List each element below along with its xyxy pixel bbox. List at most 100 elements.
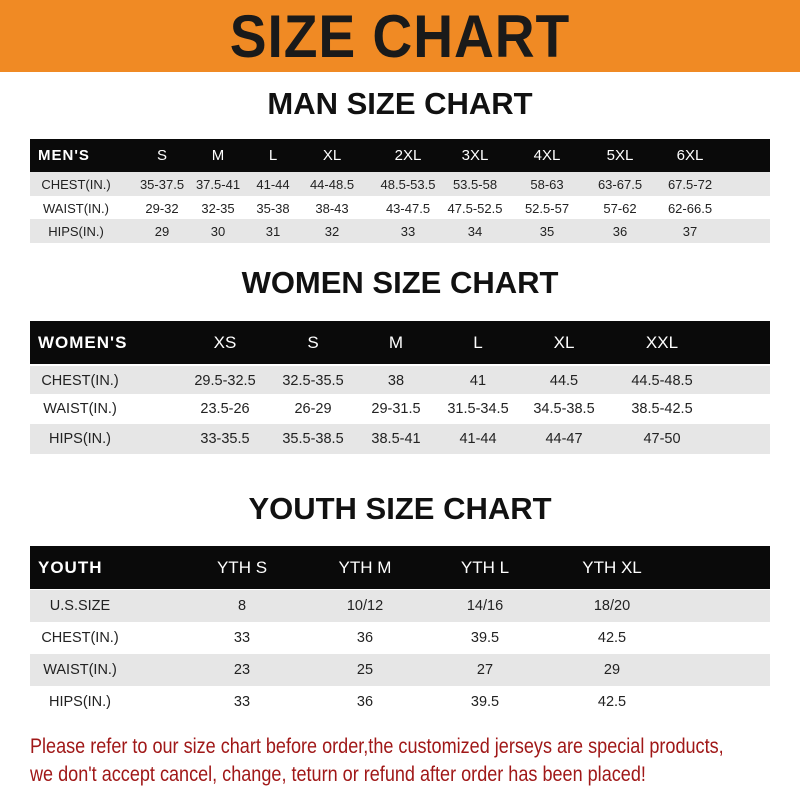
youth-size-header: YTH L bbox=[460, 557, 510, 577]
measurement-cell: 34 bbox=[467, 223, 483, 239]
table-row: CHEST(IN.) 29.5-32.5 32.5-35.5 38 41 44.5 44.5… bbox=[30, 366, 770, 396]
row-label: HIPS(IN.) bbox=[48, 431, 112, 447]
measurement-cell: 44-48.5 bbox=[309, 176, 355, 192]
youth-size-header: YTH XL bbox=[582, 557, 642, 577]
measurement-cell: 29-31.5 bbox=[371, 401, 421, 417]
measurement-cell: 33-35.5 bbox=[200, 431, 250, 447]
measurement-cell: 43-47.5 bbox=[385, 200, 431, 216]
men-size-header: L bbox=[268, 147, 278, 164]
measurement-cell: 67.5-72 bbox=[667, 176, 713, 192]
youth-header-label: YOUTH bbox=[38, 557, 103, 577]
table-row: CHEST(IN.) 35-37.5 37.5-41 41-44 44-48.5 48.5… bbox=[30, 172, 770, 196]
men-size-header: 4XL bbox=[533, 147, 561, 164]
measurement-cell: 58-63 bbox=[530, 176, 564, 192]
measurement-cell: 26-29 bbox=[294, 401, 332, 417]
measurement-cell: 35-38 bbox=[256, 200, 290, 216]
measurement-cell: 44-47 bbox=[545, 431, 583, 447]
measurement-cell: 62-66.5 bbox=[667, 200, 713, 216]
measurement-cell: 53.5-58 bbox=[452, 176, 498, 192]
measurement-cell: 31 bbox=[265, 223, 281, 239]
youth-size-header: YTH S bbox=[216, 557, 268, 577]
measurement-cell: 41-44 bbox=[459, 431, 497, 447]
measurement-cell: 41-44 bbox=[256, 176, 290, 192]
measurement-cell: 38 bbox=[387, 373, 405, 389]
measurement-cell: 32-35 bbox=[201, 200, 235, 216]
women-size-header: L bbox=[473, 332, 483, 352]
measurement-cell: 35.5-38.5 bbox=[282, 431, 344, 447]
measurement-cell: 52.5-57 bbox=[524, 200, 570, 216]
measurement-cell: 34.5-38.5 bbox=[533, 401, 595, 417]
row-label: CHEST(IN.) bbox=[41, 630, 119, 646]
measurement-cell: 63-67.5 bbox=[597, 176, 643, 192]
measurement-cell: 37 bbox=[682, 223, 698, 239]
table-row: CHEST(IN.) 33 36 39.5 42.5 bbox=[30, 622, 770, 654]
measurement-cell: 29 bbox=[154, 223, 170, 239]
table-row: WAIST(IN.) 23 25 27 29 bbox=[30, 654, 770, 686]
row-label: HIPS(IN.) bbox=[48, 223, 104, 239]
measurement-cell: 57-62 bbox=[603, 200, 637, 216]
measurement-cell: 23.5-26 bbox=[200, 401, 250, 417]
men-header-label: MEN'S bbox=[38, 147, 90, 164]
measurement-cell: 39.5 bbox=[470, 630, 500, 646]
measurement-cell: 38.5-42.5 bbox=[631, 401, 693, 417]
measurement-cell: 31.5-34.5 bbox=[447, 401, 509, 417]
women-header-label: WOMEN'S bbox=[38, 332, 128, 352]
row-label: WAIST(IN.) bbox=[43, 662, 117, 678]
measurement-cell: 14/16 bbox=[466, 598, 504, 614]
men-section-title: MAN SIZE CHART bbox=[267, 86, 533, 121]
measurement-cell: 10/12 bbox=[346, 598, 384, 614]
women-size-header: XS bbox=[213, 332, 237, 352]
women-size-header: M bbox=[388, 332, 404, 352]
measurement-cell: 36 bbox=[612, 223, 628, 239]
measurement-cell: 23 bbox=[233, 662, 251, 678]
table-row: HIPS(IN.) 33 36 39.5 42.5 bbox=[30, 686, 770, 718]
measurement-cell: 39.5 bbox=[470, 694, 500, 710]
measurement-cell: 8 bbox=[237, 598, 247, 614]
men-size-header: M bbox=[211, 147, 225, 164]
measurement-cell: 30 bbox=[210, 223, 226, 239]
measurement-cell: 33 bbox=[233, 694, 251, 710]
measurement-cell: 36 bbox=[356, 630, 374, 646]
women-size-header: XL bbox=[553, 332, 575, 352]
banner-title: SIZE CHART bbox=[229, 3, 571, 70]
men-size-header: XL bbox=[322, 147, 342, 164]
row-label: WAIST(IN.) bbox=[43, 200, 109, 216]
youth-header-row: YOUTH YTH S YTH M YTH L YTH XL bbox=[30, 546, 770, 589]
youth-size-header: YTH M bbox=[338, 557, 392, 577]
measurement-cell: 29-32 bbox=[145, 200, 179, 216]
table-row: HIPS(IN.) 29 30 31 32 33 34 35 36 37 bbox=[30, 219, 770, 243]
men-size-header: 2XL bbox=[394, 147, 422, 164]
measurement-cell: 47-50 bbox=[643, 431, 681, 447]
measurement-cell: 27 bbox=[476, 662, 494, 678]
footer-notice-line-2: we don't accept cancel, change, teturn o… bbox=[30, 763, 646, 786]
measurement-cell: 33 bbox=[233, 630, 251, 646]
women-section-title: WOMEN SIZE CHART bbox=[241, 265, 559, 300]
measurement-cell: 38-43 bbox=[315, 200, 349, 216]
table-row: WAIST(IN.) 23.5-26 26-29 29-31.5 31.5-34.5 34… bbox=[30, 394, 770, 424]
measurement-cell: 41 bbox=[469, 373, 487, 389]
measurement-cell: 42.5 bbox=[597, 694, 627, 710]
measurement-cell: 44.5-48.5 bbox=[631, 373, 693, 389]
men-size-header: 3XL bbox=[461, 147, 489, 164]
measurement-cell: 35 bbox=[539, 223, 555, 239]
measurement-cell: 48.5-53.5 bbox=[380, 176, 436, 192]
measurement-cell: 25 bbox=[356, 662, 374, 678]
men-size-header: 6XL bbox=[676, 147, 704, 164]
measurement-cell: 47.5-52.5 bbox=[447, 200, 503, 216]
measurement-cell: 32.5-35.5 bbox=[282, 373, 344, 389]
measurement-cell: 38.5-41 bbox=[371, 431, 421, 447]
footer-notice-line-1: Please refer to our size chart before or… bbox=[30, 735, 724, 758]
measurement-cell: 36 bbox=[356, 694, 374, 710]
measurement-cell: 35-37.5 bbox=[139, 176, 185, 192]
row-label: HIPS(IN.) bbox=[48, 694, 112, 710]
row-label: WAIST(IN.) bbox=[43, 401, 117, 417]
row-label: CHEST(IN.) bbox=[41, 176, 111, 192]
women-header-row: WOMEN'S XS S M L XL XXL bbox=[30, 321, 770, 364]
table-row: U.S.SIZE 8 10/12 14/16 18/20 bbox=[30, 590, 770, 622]
youth-section-title: YOUTH SIZE CHART bbox=[248, 491, 552, 526]
men-size-header: S bbox=[156, 147, 168, 164]
measurement-cell: 44.5 bbox=[549, 373, 579, 389]
measurement-cell: 37.5-41 bbox=[195, 176, 241, 192]
measurement-cell: 32 bbox=[324, 223, 340, 239]
table-row: HIPS(IN.) 33-35.5 35.5-38.5 38.5-41 41-44 44-… bbox=[30, 424, 770, 454]
